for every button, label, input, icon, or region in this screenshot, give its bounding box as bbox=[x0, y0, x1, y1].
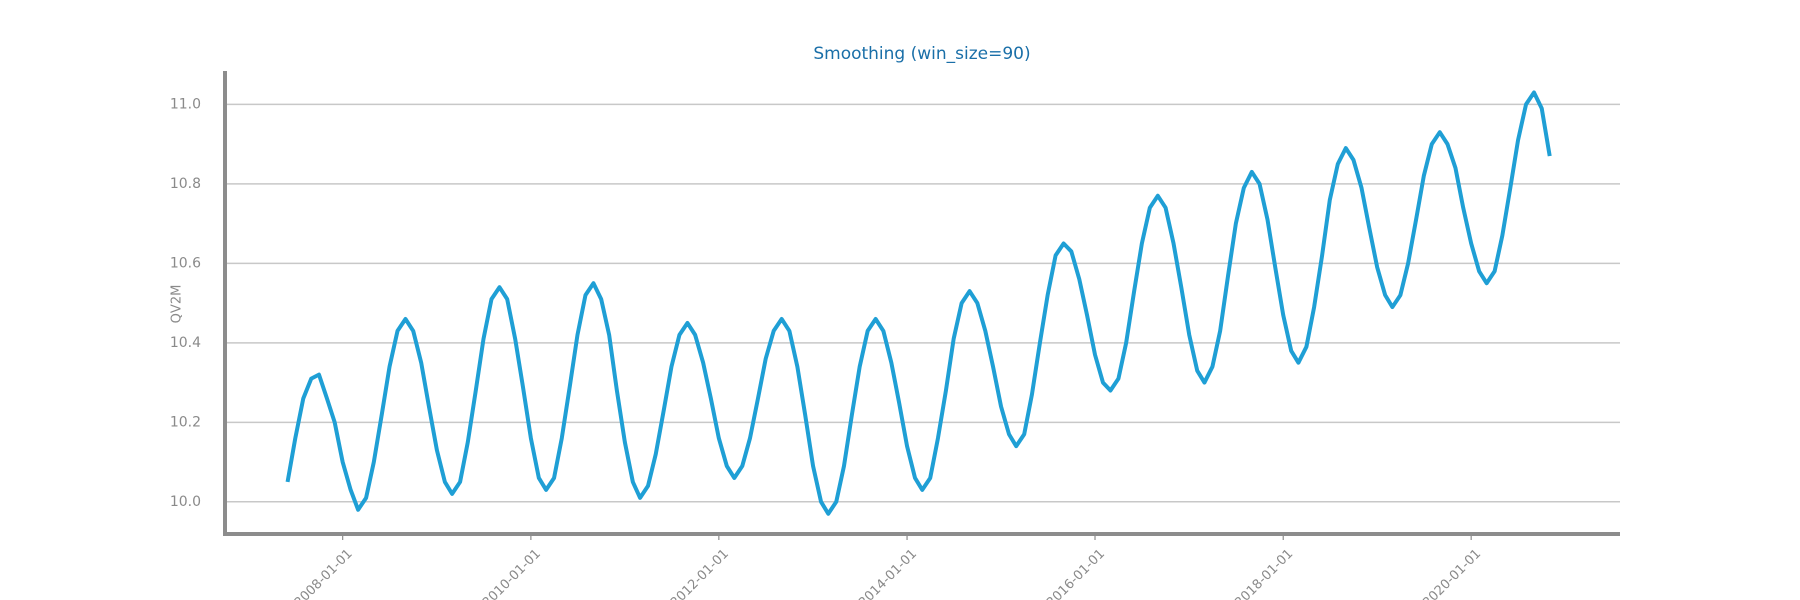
x-tick-label: 2008-01-01 bbox=[292, 546, 356, 600]
x-tick-label: 2016-01-01 bbox=[1044, 546, 1108, 600]
x-tick-label: 2014-01-01 bbox=[856, 546, 920, 600]
y-tick-label: 10.6 bbox=[170, 255, 201, 271]
y-tick-label: 11.0 bbox=[170, 96, 201, 112]
y-tick-label: 10.8 bbox=[170, 176, 201, 192]
chart-title: Smoothing (win_size=90) bbox=[813, 44, 1030, 64]
y-axis-label: QV2M bbox=[170, 285, 185, 324]
data-line bbox=[285, 90, 1552, 516]
x-tick-label: 2012-01-01 bbox=[668, 546, 732, 600]
x-tick-label: 2020-01-01 bbox=[1420, 546, 1484, 600]
x-tick-label: 2010-01-01 bbox=[480, 546, 544, 600]
y-tick-label: 10.0 bbox=[170, 494, 201, 510]
x-tick-label: 2018-01-01 bbox=[1232, 546, 1296, 600]
y-tick-label: 10.4 bbox=[170, 335, 201, 351]
y-tick-label: 10.2 bbox=[170, 414, 201, 430]
